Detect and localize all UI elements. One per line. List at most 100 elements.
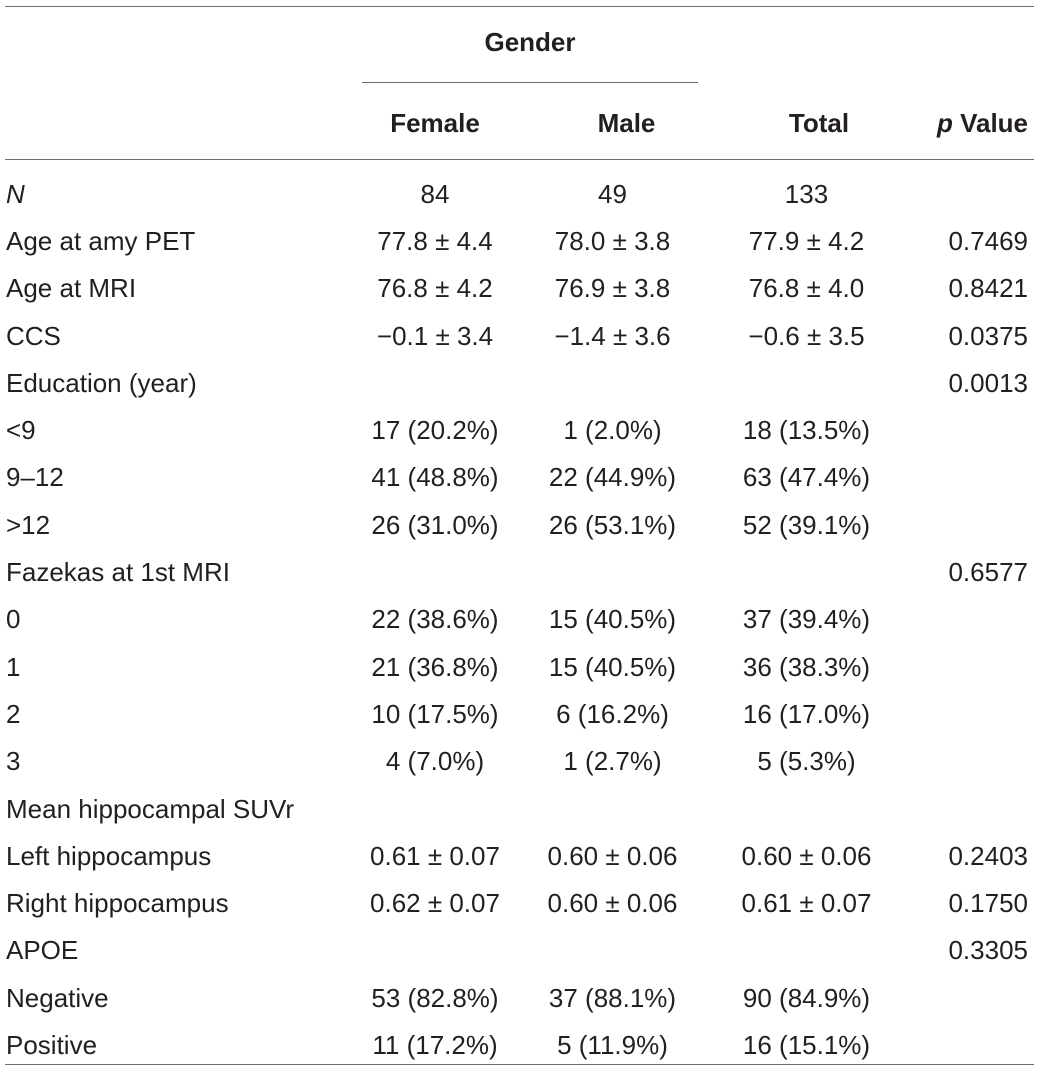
cell-p-value	[908, 643, 1040, 690]
cell-p-value	[908, 406, 1040, 453]
cell-male: 15 (40.5%)	[548, 604, 677, 635]
table-row: APOE 0.3305	[0, 927, 1040, 974]
cell-female: 84	[420, 178, 450, 209]
table-row: Negative 53 (82.8%) 37 (88.1%) 90 (84.9%)	[0, 974, 1040, 1021]
table-row: CCS −0.1 ± 3.4 −1.4 ± 3.6 −0.6 ± 3.5 0.0375	[0, 312, 1040, 359]
table-bottom-rule	[5, 1064, 1034, 1065]
header-bottom-rule	[5, 159, 1034, 160]
cell-female: 77.8 ± 4.4	[377, 225, 493, 256]
table-row: >12 26 (31.0%) 26 (53.1%) 52 (39.1%)	[0, 501, 1040, 548]
row-label: Right hippocampus	[6, 888, 229, 919]
table-row: 0 22 (38.6%) 15 (40.5%) 37 (39.4%)	[0, 596, 1040, 643]
cell-male	[520, 927, 705, 974]
table-row: N 84 49 133	[0, 170, 1040, 217]
cell-total	[705, 359, 908, 406]
cell-total: 5 (5.3%)	[757, 746, 856, 777]
table-row: 9–12 41 (48.8%) 22 (44.9%) 63 (47.4%)	[0, 454, 1040, 501]
cell-female: 26 (31.0%)	[371, 509, 499, 540]
cell-female: 0.61 ± 0.07	[370, 840, 500, 871]
data-table-body: N 84 49 133 Age at amy PET 77.8 ± 4.4 78.0 ± 3…	[0, 170, 1040, 1069]
table-row: 3 4 (7.0%) 1 (2.7%) 5 (5.3%)	[0, 738, 1040, 785]
cell-p-value	[908, 690, 1040, 737]
cell-p-value: 0.1750	[948, 888, 1028, 919]
cell-p-value	[908, 785, 1040, 832]
cell-total: −0.6 ± 3.5	[748, 320, 865, 351]
cell-total: 77.9 ± 4.2	[748, 225, 865, 256]
cell-male: 49	[598, 178, 627, 209]
cell-female: 53 (82.8%)	[371, 982, 499, 1013]
cell-male: −1.4 ± 3.6	[554, 320, 671, 351]
cell-female: 76.8 ± 4.2	[377, 273, 493, 304]
gender-group-header: Gender	[484, 27, 576, 57]
table-row: Education (year) 0.0013	[0, 359, 1040, 406]
cell-p-value: 0.3305	[948, 935, 1028, 966]
table-row: 1 21 (36.8%) 15 (40.5%) 36 (38.3%)	[0, 643, 1040, 690]
row-label: 2	[6, 698, 21, 729]
data-table: N 84 49 133 Age at amy PET 77.8 ± 4.4 78.0 ± 3…	[0, 170, 1040, 1069]
cell-total: 0.60 ± 0.06	[741, 840, 872, 871]
column-header-male: Male	[597, 108, 656, 138]
table-row: Age at amy PET 77.8 ± 4.4 78.0 ± 3.8 77.9 ±…	[0, 217, 1040, 264]
row-label: CCS	[6, 320, 61, 351]
row-label: Left hippocampus	[6, 840, 212, 871]
column-header-female: Female	[390, 108, 480, 138]
table-row: 2 10 (17.5%) 6 (16.2%) 16 (17.0%)	[0, 690, 1040, 737]
row-label: <9	[6, 415, 36, 446]
cell-total: 0.61 ± 0.07	[741, 888, 872, 919]
cell-total	[705, 785, 908, 832]
table-top-rule	[5, 6, 1034, 7]
cell-total: 76.8 ± 4.0	[748, 273, 865, 304]
cell-total: 52 (39.1%)	[742, 509, 871, 540]
cell-p-value: 0.0013	[948, 367, 1028, 398]
cell-male: 15 (40.5%)	[548, 651, 677, 682]
gender-group-rule	[362, 82, 698, 83]
table-row: Right hippocampus 0.62 ± 0.07 0.60 ± 0.06 0…	[0, 879, 1040, 926]
row-label: Education (year)	[6, 367, 197, 398]
row-label: >12	[6, 509, 51, 540]
p-symbol: p	[936, 108, 953, 138]
cell-p-value: 0.7469	[948, 225, 1028, 256]
cell-female: 22 (38.6%)	[371, 604, 499, 635]
row-label: Negative	[6, 982, 109, 1013]
cell-male: 22 (44.9%)	[548, 462, 677, 493]
cell-p-value	[908, 454, 1040, 501]
cell-total: 63 (47.4%)	[742, 462, 871, 493]
row-label: 9–12	[6, 462, 64, 493]
table-row: Age at MRI 76.8 ± 4.2 76.9 ± 3.8 76.8 ± 4.0…	[0, 265, 1040, 312]
table-row: <9 17 (20.2%) 1 (2.0%) 18 (13.5%)	[0, 406, 1040, 453]
cell-p-value	[908, 974, 1040, 1021]
row-label: 1	[6, 651, 21, 682]
row-label: Age at amy PET	[6, 225, 196, 256]
cell-p-value	[908, 501, 1040, 548]
row-label: Fazekas at 1st MRI	[6, 557, 230, 588]
cell-total: 36 (38.3%)	[742, 651, 871, 682]
row-label: Age at MRI	[6, 273, 137, 304]
cell-male: 1 (2.0%)	[563, 415, 662, 446]
cell-male	[520, 548, 705, 595]
cell-male: 78.0 ± 3.8	[554, 225, 671, 256]
cell-female: 41 (48.8%)	[371, 462, 499, 493]
cell-female: 0.62 ± 0.07	[370, 888, 500, 919]
cell-male: 1 (2.7%)	[563, 746, 662, 777]
cell-total	[705, 927, 908, 974]
row-label: Positive	[6, 1029, 98, 1060]
column-header-p-value: p Value	[925, 108, 1040, 138]
cell-female: 17 (20.2%)	[371, 415, 499, 446]
cell-female: 10 (17.5%)	[371, 698, 499, 729]
row-label: 3	[6, 746, 21, 777]
column-header-total: Total	[788, 108, 850, 138]
cell-total: 133	[784, 178, 829, 209]
cell-female: 11 (17.2%)	[372, 1029, 498, 1060]
row-label: 0	[6, 604, 21, 635]
cell-total: 16 (15.1%)	[742, 1029, 871, 1060]
cell-p-value: 0.2403	[948, 840, 1028, 871]
cell-total	[705, 548, 908, 595]
cell-male: 5 (11.9%)	[557, 1029, 668, 1060]
cell-female: 4 (7.0%)	[385, 746, 485, 777]
cell-female: −0.1 ± 3.4	[376, 320, 494, 351]
cell-total: 16 (17.0%)	[742, 698, 871, 729]
row-label: APOE	[6, 935, 79, 966]
row-label: Mean hippocampal SUVr	[6, 793, 295, 824]
cell-female	[350, 548, 520, 595]
cell-p-value	[908, 1021, 1040, 1068]
